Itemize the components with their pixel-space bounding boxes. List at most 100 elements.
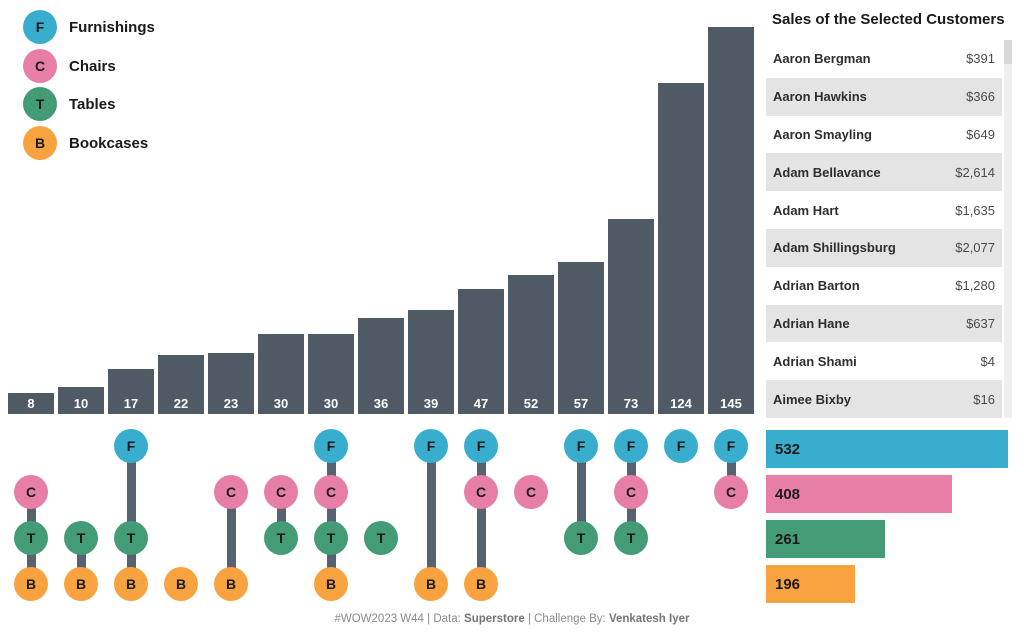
matrix-dot-f[interactable]: F [464, 429, 498, 463]
customer-row[interactable]: Adam Bellavance $2,614 [766, 153, 1002, 192]
bar-value-label: 23 [223, 396, 239, 411]
scrollbar-thumb[interactable] [1004, 40, 1012, 64]
matrix-dot-f[interactable]: F [114, 429, 148, 463]
customer-row[interactable]: Aaron Hawkins $366 [766, 77, 1002, 116]
intersection-bar[interactable]: 23 [208, 353, 254, 414]
matrix-dot-b[interactable]: B [64, 567, 98, 601]
legend-item-bookcases[interactable]: B Bookcases [23, 126, 148, 160]
legend-label: Furnishings [69, 18, 155, 36]
intersection-bar[interactable]: 52 [508, 275, 554, 414]
matrix-dot-t[interactable]: T [364, 521, 398, 555]
intersection-bar[interactable]: 36 [358, 318, 404, 414]
matrix-dot-b[interactable]: B [14, 567, 48, 601]
chairs-category-icon: C [23, 49, 57, 83]
intersection-bar[interactable]: 22 [158, 355, 204, 414]
matrix-dot-t[interactable]: T [614, 521, 648, 555]
total-bar-chairs[interactable]: 408 [766, 475, 952, 513]
matrix-dot-t[interactable]: T [564, 521, 598, 555]
matrix-dot-t[interactable]: T [14, 521, 48, 555]
customer-row[interactable]: Adam Hart $1,635 [766, 191, 1002, 229]
intersection-bar[interactable]: 124 [658, 83, 704, 414]
tables-category-icon: T [23, 87, 57, 121]
footer-credit: #WOW2023 W44 | Data: Superstore | Challe… [0, 613, 1024, 625]
intersection-bar[interactable]: 73 [608, 219, 654, 414]
matrix-dot-t[interactable]: T [264, 521, 298, 555]
matrix-dot-t[interactable]: T [64, 521, 98, 555]
matrix-dot-c[interactable]: C [314, 475, 348, 509]
intersection-bar[interactable]: 145 [708, 27, 754, 414]
matrix-dot-f[interactable]: F [714, 429, 748, 463]
intersection-bar[interactable]: 17 [108, 369, 154, 414]
customer-row[interactable]: Aaron Bergman $391 [766, 40, 1002, 78]
intersection-bar[interactable]: 30 [308, 334, 354, 414]
matrix-dot-b[interactable]: B [314, 567, 348, 601]
legend-label: Chairs [69, 57, 116, 75]
customer-row[interactable]: Adrian Shami $4 [766, 342, 1002, 380]
customer-row[interactable]: Adam Shillingsburg $2,077 [766, 228, 1002, 267]
matrix-dot-b[interactable]: B [464, 567, 498, 601]
matrix-dot-c[interactable]: C [714, 475, 748, 509]
total-bar-bookcases[interactable]: 196 [766, 565, 855, 603]
matrix-dot-f[interactable]: F [414, 429, 448, 463]
legend-item-chairs[interactable]: C Chairs [23, 49, 116, 83]
matrix-dot-b[interactable]: B [164, 567, 198, 601]
matrix-dot-f[interactable]: F [614, 429, 648, 463]
matrix-dot-f[interactable]: F [564, 429, 598, 463]
matrix-dot-b[interactable]: B [414, 567, 448, 601]
customer-sales-value: $649 [966, 126, 995, 142]
legend-label: Bookcases [69, 134, 149, 152]
matrix-connector-line [426, 446, 436, 584]
bar-value-label: 145 [720, 396, 742, 411]
matrix-dot-t[interactable]: T [314, 521, 348, 555]
bar-value-label: 30 [323, 396, 339, 411]
footer-text-segment: | Challenge By: [524, 613, 609, 625]
customer-name: Adam Shillingsburg [773, 240, 896, 256]
customer-name: Aaron Bergman [773, 51, 871, 67]
matrix-dot-c[interactable]: C [464, 475, 498, 509]
intersection-bar[interactable]: 57 [558, 262, 604, 414]
bar-value-label: 36 [373, 396, 389, 411]
matrix-dot-f[interactable]: F [664, 429, 698, 463]
customer-name: Adrian Shami [773, 353, 857, 369]
intersection-bar[interactable]: 39 [408, 310, 454, 414]
matrix-dot-t[interactable]: T [114, 521, 148, 555]
intersection-bar[interactable]: 10 [58, 387, 104, 414]
customer-name: Aimee Bixby [773, 391, 852, 407]
matrix-dot-c[interactable]: C [614, 475, 648, 509]
customer-sales-list: Aaron Bergman $391 Aaron Hawkins $366 Aaron … [766, 40, 1002, 418]
bar-value-label: 73 [623, 396, 639, 411]
customer-row[interactable]: Adrian Hane $637 [766, 304, 1002, 343]
total-bar-furnishings[interactable]: 532 [766, 430, 1008, 468]
matrix-dot-b[interactable]: B [214, 567, 248, 601]
customer-sales-value: $391 [966, 51, 995, 67]
footer-text-segment: Venkatesh Iyer [608, 613, 690, 625]
furnishings-category-icon: F [23, 10, 57, 44]
matrix-dot-c[interactable]: C [514, 475, 548, 509]
matrix-connector-line [576, 446, 586, 538]
customer-row[interactable]: Aimee Bixby $16 [766, 380, 1002, 418]
matrix-dot-b[interactable]: B [114, 567, 148, 601]
total-bar-value-label: 532 [775, 440, 801, 458]
intersection-bar[interactable]: 30 [258, 334, 304, 414]
matrix-dot-c[interactable]: C [14, 475, 48, 509]
matrix-dot-f[interactable]: F [314, 429, 348, 463]
bar-value-label: 57 [573, 396, 589, 411]
customer-row[interactable]: Adrian Barton $1,280 [766, 267, 1002, 305]
intersection-bar[interactable]: 47 [458, 289, 504, 414]
intersection-bar[interactable]: 8 [8, 393, 54, 414]
bar-value-label: 10 [73, 396, 89, 411]
scrollbar-track[interactable] [1004, 40, 1012, 418]
matrix-dot-c[interactable]: C [264, 475, 298, 509]
matrix-connector-line [226, 492, 236, 584]
legend-item-tables[interactable]: T Tables [23, 87, 115, 121]
customer-sales-value: $366 [966, 89, 995, 105]
bar-value-label: 22 [173, 396, 189, 411]
total-bar-tables[interactable]: 261 [766, 520, 885, 558]
customer-name: Adam Hart [773, 202, 839, 218]
legend-item-furnishings[interactable]: F Furnishings [23, 10, 155, 44]
bar-value-label: 8 [27, 396, 35, 411]
matrix-dot-c[interactable]: C [214, 475, 248, 509]
bar-value-label: 17 [123, 396, 139, 411]
total-bar-value-label: 196 [775, 575, 801, 593]
customer-row[interactable]: Aaron Smayling $649 [766, 116, 1002, 154]
